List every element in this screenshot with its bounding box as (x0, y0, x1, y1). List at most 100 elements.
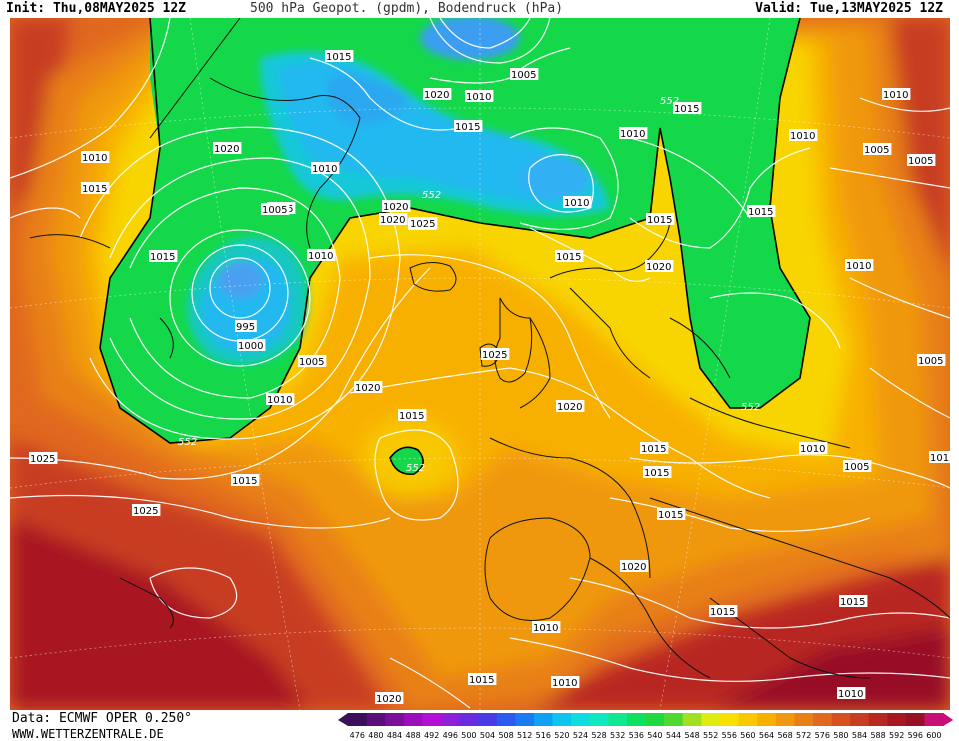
isobar-label: 1020 (382, 200, 411, 213)
isobar-label-box (532, 621, 561, 633)
isobars (10, 18, 950, 709)
label-text: 995 (236, 322, 255, 333)
isobar-label: 1005 (917, 354, 946, 367)
label-text: 1010 (466, 92, 491, 103)
site-url: WWW.WETTERZENTRALE.DE (12, 727, 164, 741)
color-legend: 476 480 484 488 492 496 500 504 508 512 516 520 524 5… (338, 713, 954, 740)
legend-swatch (348, 713, 368, 726)
isobar-label: 1025 (409, 217, 438, 230)
height-label: 552 (406, 463, 425, 474)
label-text: 1010 (564, 198, 589, 209)
legend-swatch (720, 713, 740, 726)
label-text: 1020 (380, 215, 405, 226)
legend-tick-label: 496 (443, 731, 458, 740)
isobar-label: 1010 (307, 249, 336, 262)
isobar-label: 1010 (799, 442, 828, 455)
label-text: 1015 (840, 597, 865, 608)
isobar-label-box (619, 127, 648, 139)
isobar-label: 1025 (481, 348, 510, 361)
isobar-label: 1015 (555, 250, 584, 263)
legend-swatch (441, 713, 461, 726)
isobar-label: 1025 (132, 504, 161, 517)
isobar-label-box (837, 687, 866, 699)
label-text: 1005 (844, 462, 869, 473)
legend-tick-label: 528 (591, 731, 606, 740)
isobar-label-box (423, 88, 452, 100)
isobar-label: 1015 (640, 442, 669, 455)
isobar-label: 1015 (149, 250, 178, 263)
isobar-label-box (839, 595, 868, 607)
isobar-label: 1020 (213, 142, 242, 155)
label-text: 1015 (556, 252, 581, 263)
isobar-label-box (231, 474, 260, 486)
isobar-label: 1020 (375, 692, 404, 705)
legend-tick-label: 492 (424, 731, 439, 740)
label-text: 1025 (133, 506, 158, 517)
isobar-label-box (325, 50, 354, 62)
isobar-label: 1010 (789, 129, 818, 142)
isobar-label: 1010 (81, 151, 110, 164)
label-text: 1015 (748, 207, 773, 218)
legend-swatch (589, 713, 609, 726)
label-text: 1005 (511, 70, 536, 81)
label-text: 1010 (267, 395, 292, 406)
isobar-label-box (354, 381, 383, 393)
isobar-label: 1015 (646, 213, 675, 226)
legend-tick-label: 540 (647, 731, 662, 740)
isobar-label-box (747, 205, 776, 217)
init-time: Init: Thu,08MAY2025 12Z (6, 1, 187, 16)
legend-swatch (645, 713, 665, 726)
label-text: 1010 (308, 251, 333, 262)
isobar-label-box (907, 154, 936, 166)
isobar-label-box (917, 354, 946, 366)
isobar-label: 1015 (643, 466, 672, 479)
isobar-label-box (454, 120, 483, 132)
height-label: 552 (660, 96, 679, 107)
label-text: 1025 (30, 454, 55, 465)
legend-swatch (385, 713, 405, 726)
label-text: 1010 (312, 164, 337, 175)
legend-swatch (534, 713, 554, 726)
isobar-label: 1020 (645, 260, 674, 273)
isobar-label-box (375, 692, 404, 704)
label-text: 1020 (557, 402, 582, 413)
isobar-label: 1015 (231, 474, 260, 487)
legend-swatch (496, 713, 516, 726)
label-text: 1010 (800, 444, 825, 455)
isobar-label-box (620, 560, 649, 572)
legend-left-arrow (338, 713, 348, 726)
legend-tick-label: 600 (926, 731, 941, 740)
data-source: Data: ECMWF OPER 0.250° (12, 711, 193, 726)
legend-swatch (608, 713, 628, 726)
legend-swatch (738, 713, 758, 726)
legend-tick-label: 520 (554, 731, 569, 740)
legend-tick-label: 560 (740, 731, 755, 740)
isobar-label-box (261, 203, 290, 215)
legend-swatch (664, 713, 684, 726)
legend-tick-label: 524 (573, 731, 588, 740)
isobar-label: 995 (235, 320, 257, 333)
isobar-label-box (709, 605, 738, 617)
isobar-label: 1020 (379, 213, 408, 226)
isobar-label-box (510, 68, 539, 80)
isobar-label: 1015 (747, 205, 776, 218)
isobar-label: 1005 (907, 154, 936, 167)
isobar-label: 1010 (845, 259, 874, 272)
legend-swatch (868, 713, 888, 726)
isobar-label-box (379, 213, 408, 225)
label-text: 1015 (232, 476, 257, 487)
isobar-label: 1010 (266, 393, 295, 406)
label-text: 1015 (644, 468, 669, 479)
height-label: 552 (178, 437, 197, 448)
label-text: 1020 (621, 562, 646, 573)
label-text: 1015 (150, 252, 175, 263)
legend-tick-label: 488 (405, 731, 420, 740)
map-labels: 1015 1005 1010 1020 1010 1015 552 1020 1010 1010 1… (29, 50, 950, 705)
label-text: 1015 (455, 122, 480, 133)
legend-swatch (478, 713, 498, 726)
legend-swatch (924, 713, 944, 726)
legend-tick-label: 588 (870, 731, 885, 740)
isobar-label: 1010 (619, 127, 648, 140)
isobar-label: 1005 (298, 355, 327, 368)
isobar-label: 1010 (532, 621, 561, 634)
